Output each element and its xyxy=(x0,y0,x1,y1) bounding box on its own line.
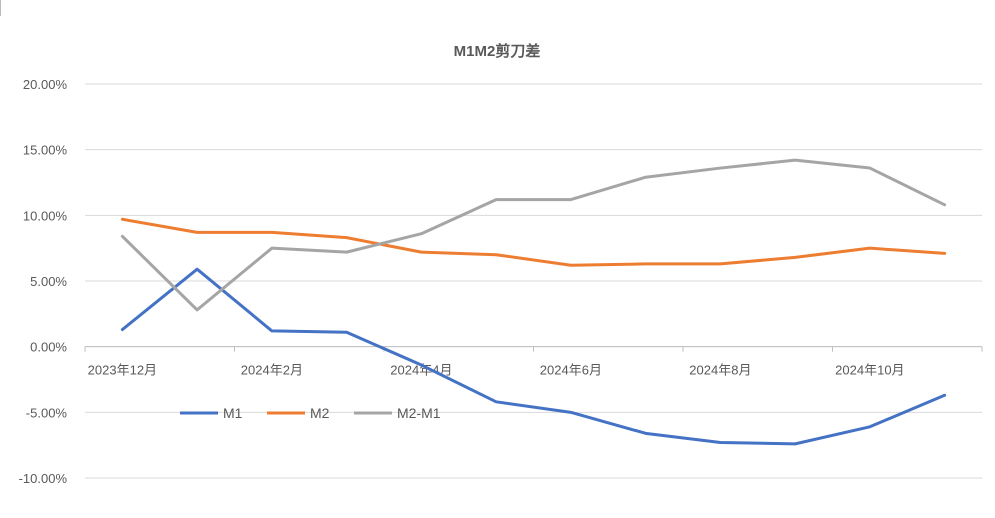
legend-label-m2: M2 xyxy=(310,405,330,421)
x-tick-label: 2024年6月 xyxy=(540,363,602,378)
chart-title: M1M2剪刀差 xyxy=(454,42,541,60)
legend-label-m1: M1 xyxy=(223,405,243,421)
window-edge xyxy=(0,0,1,16)
x-tick-label: 2023年12月 xyxy=(88,363,157,378)
y-tick-label: -10.00% xyxy=(19,471,68,486)
y-tick-label: 10.00% xyxy=(23,208,68,223)
x-tick-label: 2024年8月 xyxy=(689,363,751,378)
y-tick-label: 0.00% xyxy=(30,340,67,355)
x-tick-label: 2024年2月 xyxy=(241,363,303,378)
series-line-m2-m1 xyxy=(120,158,947,312)
series-line-m1 xyxy=(120,267,947,446)
y-tick-label: 15.00% xyxy=(23,143,68,158)
y-tick-label: 20.00% xyxy=(23,77,68,92)
x-tick-label: 2024年10月 xyxy=(835,363,904,378)
legend-label-m2-m1: M2-M1 xyxy=(397,405,441,421)
y-tick-label: -5.00% xyxy=(26,405,68,420)
series-line-m2 xyxy=(120,217,947,267)
y-tick-label: 5.00% xyxy=(30,274,67,289)
